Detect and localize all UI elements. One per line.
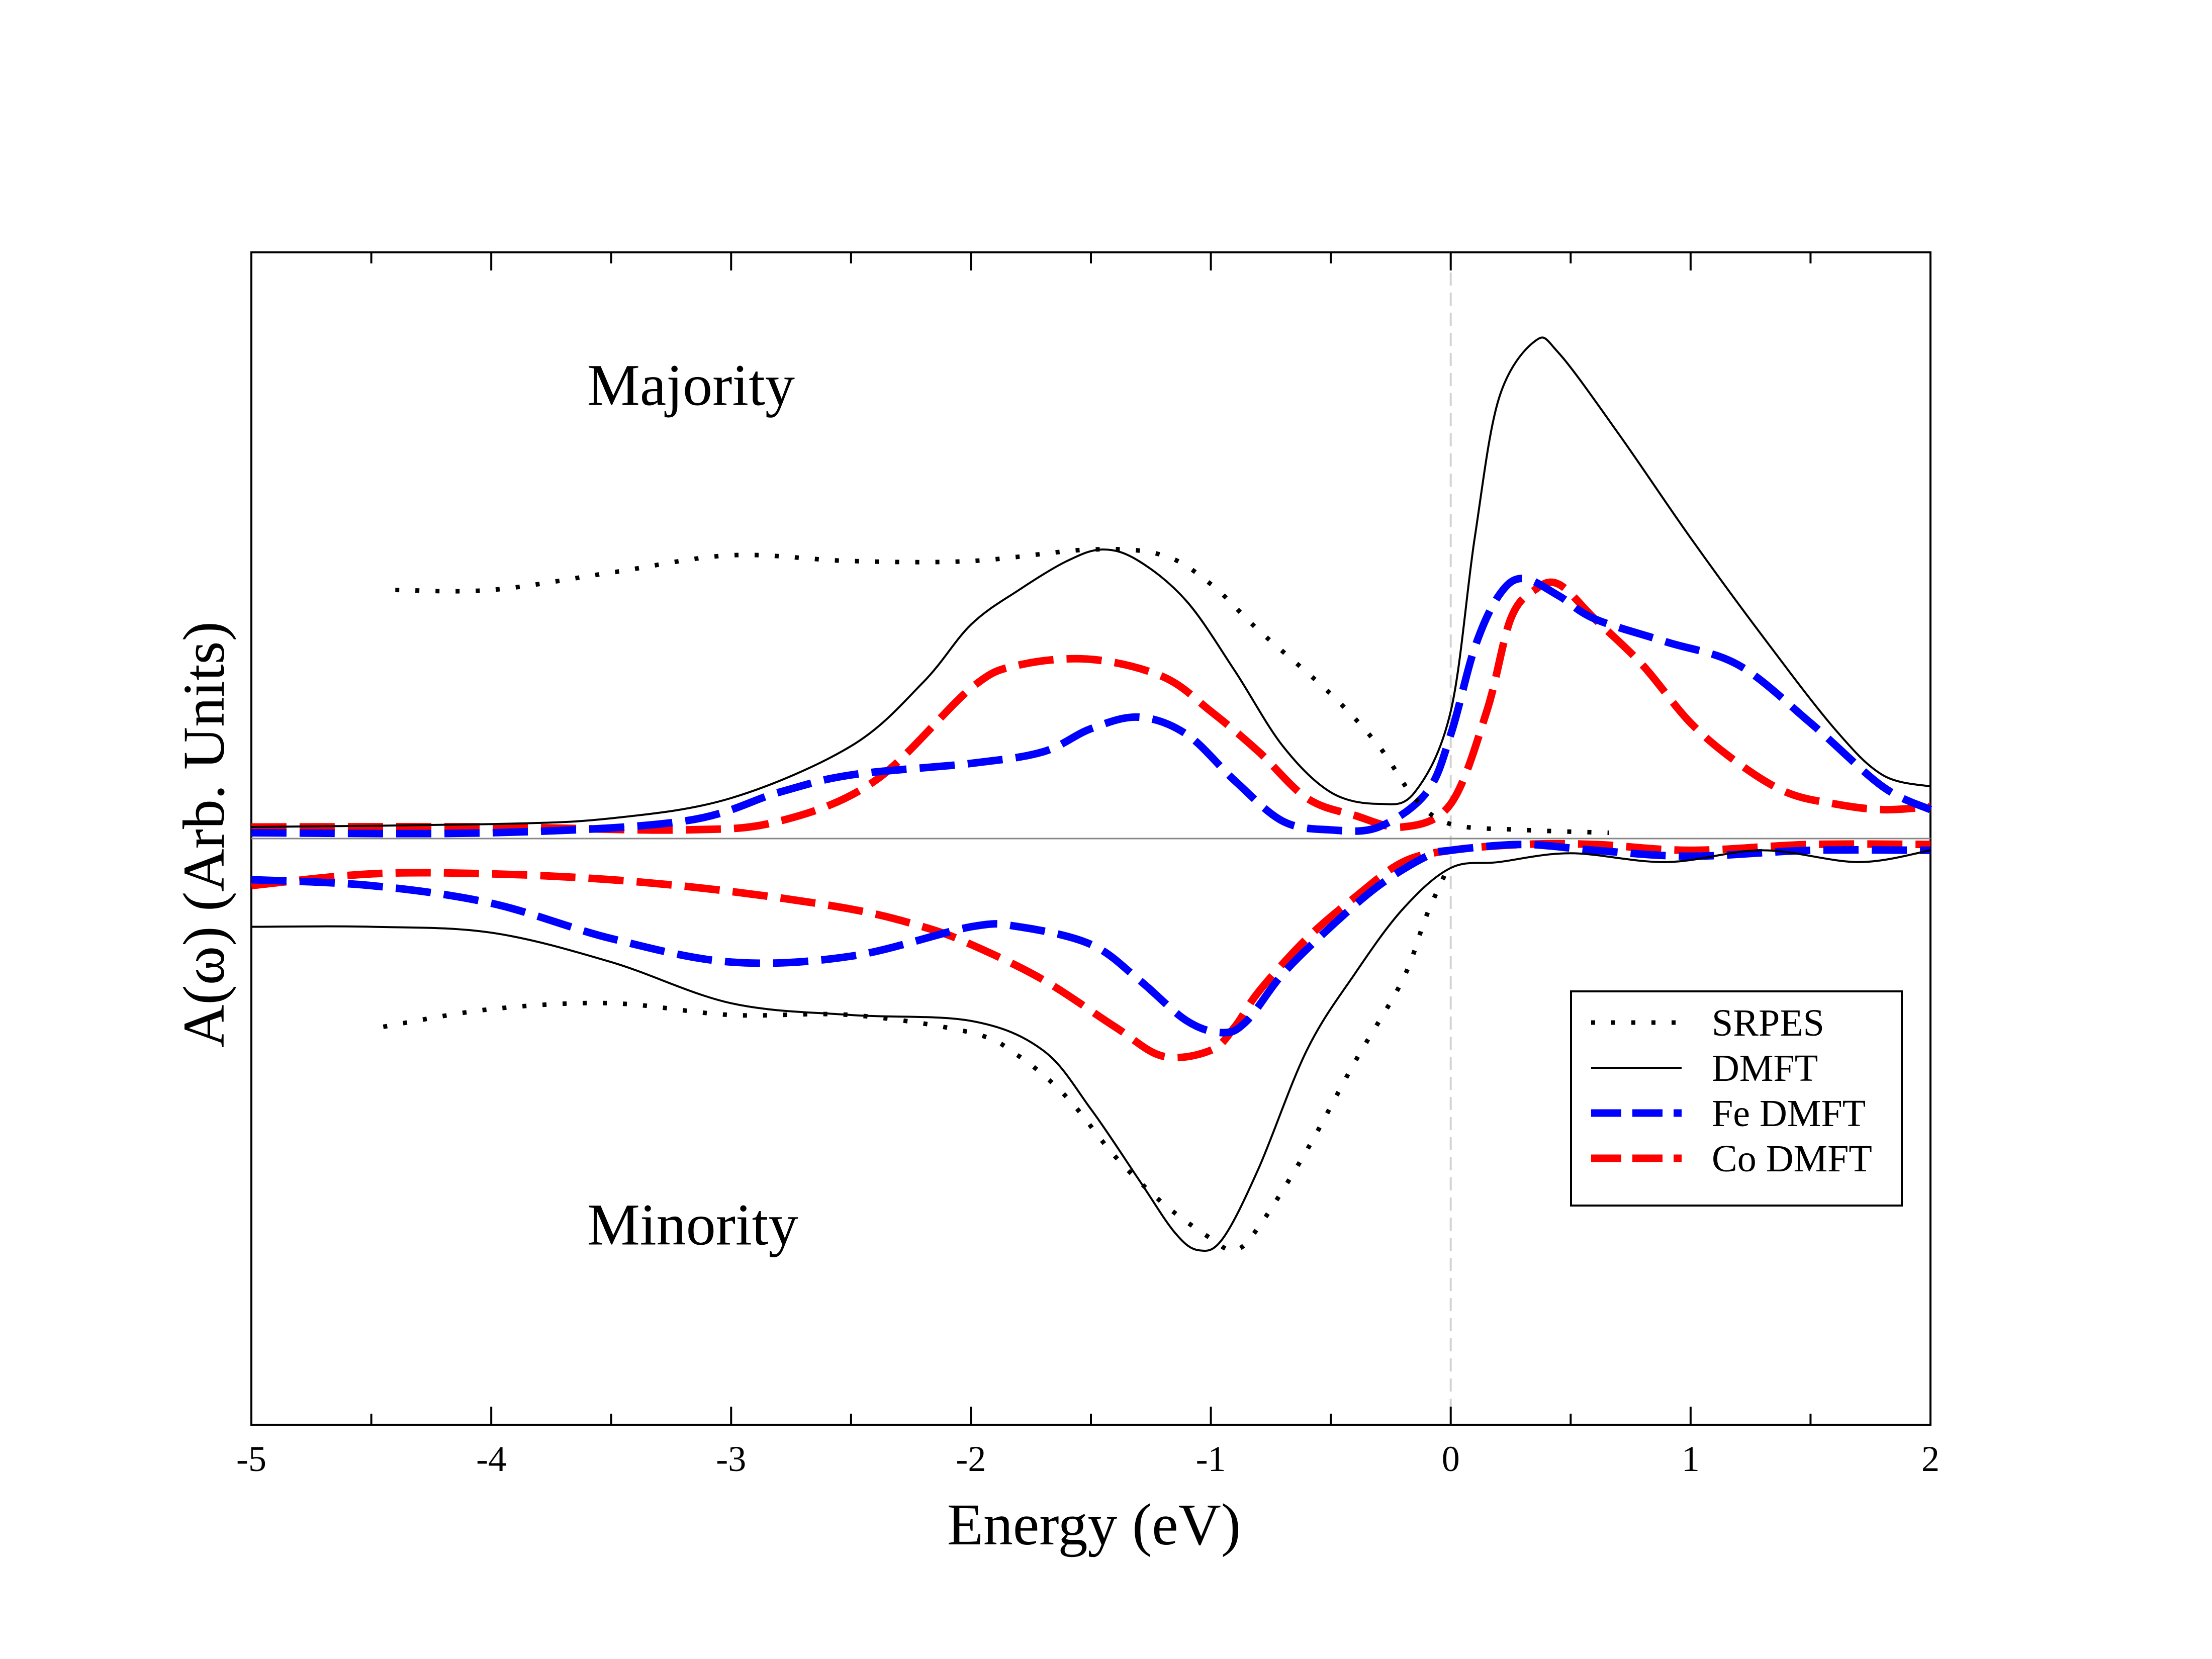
y-axis-title: A(ω) (Arb. Units) [171,621,237,1048]
series-co-dmft-majority-line [251,578,1931,834]
x-tick-label: -3 [716,1439,746,1479]
series-co-dmft-minority-line [251,840,1931,1062]
x-tick-label: -1 [1196,1439,1226,1479]
plot-area: -5 -4 -3 -2 -1 0 1 2 Majority Minority [236,251,1940,1479]
x-tick-label: -2 [956,1439,986,1479]
legend-label-srpes: SRPES [1712,1002,1824,1044]
legend-label-dmft: DMFT [1712,1047,1818,1089]
legend-label-co-dmft: Co DMFT [1712,1138,1872,1180]
legend-box [1570,990,1903,1207]
annotation-majority: Majority [587,352,795,418]
series-fe-dmft-minority-line [251,841,1931,1037]
series-dmft-minority-line [250,849,1931,1252]
legend-label-fe-dmft: Fe DMFT [1712,1092,1866,1135]
x-axis-title: Energy (eV) [947,1492,1241,1557]
x-tick-label: 1 [1682,1439,1700,1479]
annotation-minority: Minority [587,1191,798,1257]
x-tick-label: 2 [1921,1439,1940,1479]
series-dmft-majority-line [250,336,1931,828]
x-tick-label: -4 [476,1439,506,1479]
x-tick-label: -5 [236,1439,266,1479]
x-tick-label: 0 [1442,1439,1460,1479]
